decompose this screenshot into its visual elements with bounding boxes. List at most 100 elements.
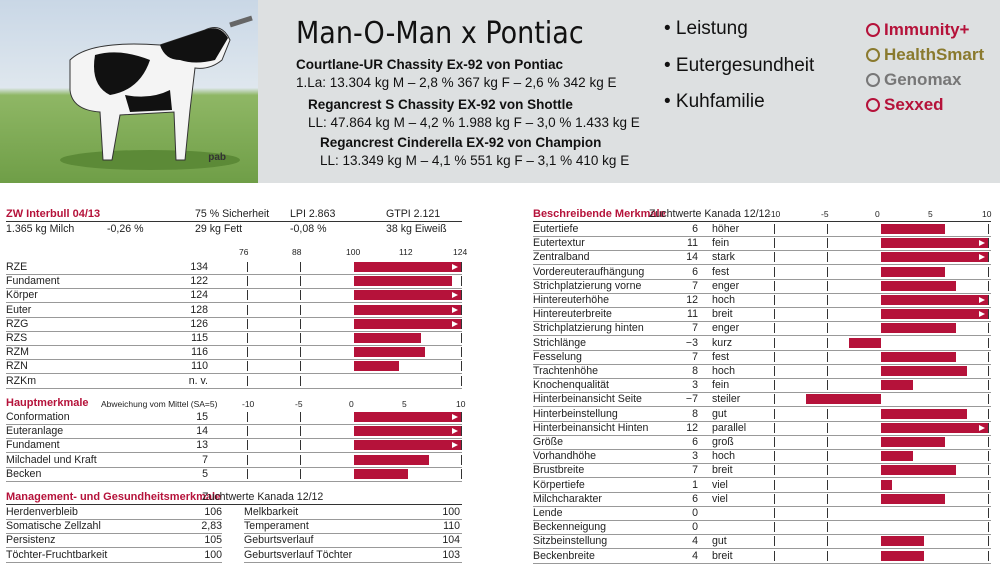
scale-label: -5: [295, 399, 303, 409]
row-divider: [533, 378, 991, 379]
row-value: 3: [692, 379, 698, 392]
row-label: Strichplatzierung vorne: [533, 279, 642, 292]
row-value: 2,83: [201, 520, 222, 533]
row-value: 14: [196, 425, 208, 438]
row-value: 128: [190, 303, 208, 316]
mgmt-subtitle: Zuchtwerte Kanada 12/12: [202, 491, 324, 503]
row-desc: hoch: [712, 294, 735, 306]
row-label: Lende: [533, 507, 563, 519]
grid-tick: [774, 280, 775, 291]
row-divider: [533, 520, 991, 521]
row-label: RZE: [6, 261, 28, 273]
greatgranddam-performance: LL: 13.349 kg M – 4,1 % 551 kg F – 3,1 %…: [320, 153, 630, 168]
row-label: RZKm: [6, 374, 37, 387]
row-divider: [6, 316, 462, 318]
row-divider: [533, 250, 991, 252]
scale-label: 10: [982, 209, 992, 219]
table-row: Herdenverbleib 106 Melkbarkeit 100: [0, 505, 470, 519]
mgmt-title: Management- und Gesundheitsmerkmale: [6, 491, 222, 503]
interbull-sicherheit: 75 % Sicherheit: [195, 208, 270, 220]
row-value: −7: [685, 393, 698, 406]
row-value: 8: [692, 407, 698, 420]
overflow-arrow-icon: [452, 320, 458, 327]
interbull-milch-pct: -0,26 %: [107, 223, 144, 235]
row-label: Hinterbeinansicht Hinten: [533, 421, 649, 434]
table-row: Zentralband 14 stark: [0, 250, 1000, 264]
grid-tick: [988, 295, 989, 305]
row-value: 7: [692, 322, 698, 335]
overflow-arrow-icon: [452, 442, 458, 449]
grid-tick: [300, 290, 301, 301]
value-bar: [881, 550, 924, 561]
grid-tick: [300, 304, 301, 315]
row-divider: [533, 477, 991, 479]
grid-tick: [827, 451, 828, 462]
dollar-icon: [866, 48, 880, 62]
grid-tick: [827, 366, 828, 376]
grid-tick: [988, 465, 989, 476]
divider: [533, 221, 991, 222]
grid-tick: [827, 493, 828, 504]
row-desc: viel: [712, 492, 728, 505]
row-value: 6: [692, 265, 698, 278]
row-desc: fest: [712, 265, 730, 278]
scale-label: 0: [349, 399, 354, 409]
row-divider: [6, 373, 462, 375]
shield-icon: [866, 23, 880, 37]
row-divider: [6, 345, 462, 346]
table-row: Brustbreite 7 breit: [0, 463, 1000, 477]
table-row: Strichlänge −3 kurz: [0, 336, 1000, 350]
grid-tick: [827, 550, 828, 561]
grid-tick: [247, 468, 248, 479]
grid-tick: [300, 412, 301, 422]
table-row: Euter 128: [0, 303, 470, 317]
value-bar: [881, 309, 988, 320]
grid-tick: [461, 454, 462, 465]
grid-tick: [988, 280, 989, 291]
cow-illustration: [60, 15, 253, 170]
row-label: Fundament: [6, 439, 60, 452]
grid-tick: [774, 465, 775, 476]
grid-tick: [988, 408, 989, 419]
row-divider: [6, 480, 462, 482]
row-divider: [244, 547, 462, 549]
row-value: 8: [692, 365, 698, 377]
row-divider: [533, 505, 991, 507]
grid-tick: [827, 309, 828, 320]
grid-tick: [827, 479, 828, 490]
row-label: Eutertiefe: [533, 223, 579, 235]
value-bar: [881, 323, 956, 334]
interbull-fett: 29 kg Fett: [195, 223, 243, 235]
row-divider: [533, 562, 991, 564]
grid-tick: [827, 295, 828, 305]
table-row: Becken 5: [0, 467, 470, 481]
table-row: Beckenbreite 4 breit: [0, 549, 1000, 563]
grid-tick: [988, 366, 989, 376]
beschreibend-title: Beschreibende Merkmale: [533, 208, 666, 220]
row-desc: kurz: [712, 336, 733, 349]
grid-tick: [988, 422, 989, 433]
table-row: Beckenneigung 0: [0, 520, 1000, 534]
row-label: Geburtsverlauf Töchter: [244, 548, 353, 561]
grid-tick: [774, 309, 775, 320]
scale-label: 10: [456, 399, 466, 409]
row-value: 15: [196, 411, 208, 423]
dam-performance: 1.La: 13.304 kg M – 2,8 % 367 kg F – 2,6…: [296, 75, 617, 90]
row-desc: enger: [712, 322, 740, 335]
grid-tick: [461, 262, 462, 272]
row-label: Eutertextur: [533, 237, 585, 250]
row-desc: höher: [712, 223, 740, 235]
row-value: 11: [687, 237, 698, 250]
row-divider: [6, 387, 462, 389]
row-value: 6: [692, 492, 698, 505]
grid-tick: [774, 422, 775, 433]
scale-label: 5: [928, 209, 933, 219]
row-value: 14: [686, 251, 698, 264]
grid-tick: [774, 224, 775, 234]
row-value: 5: [202, 467, 208, 480]
grid-tick: [461, 276, 462, 287]
grid-tick: [247, 276, 248, 287]
overflow-arrow-icon: [979, 297, 985, 303]
table-row: Milchadel und Kraft 7: [0, 453, 470, 467]
scale-label: -10: [242, 399, 255, 409]
